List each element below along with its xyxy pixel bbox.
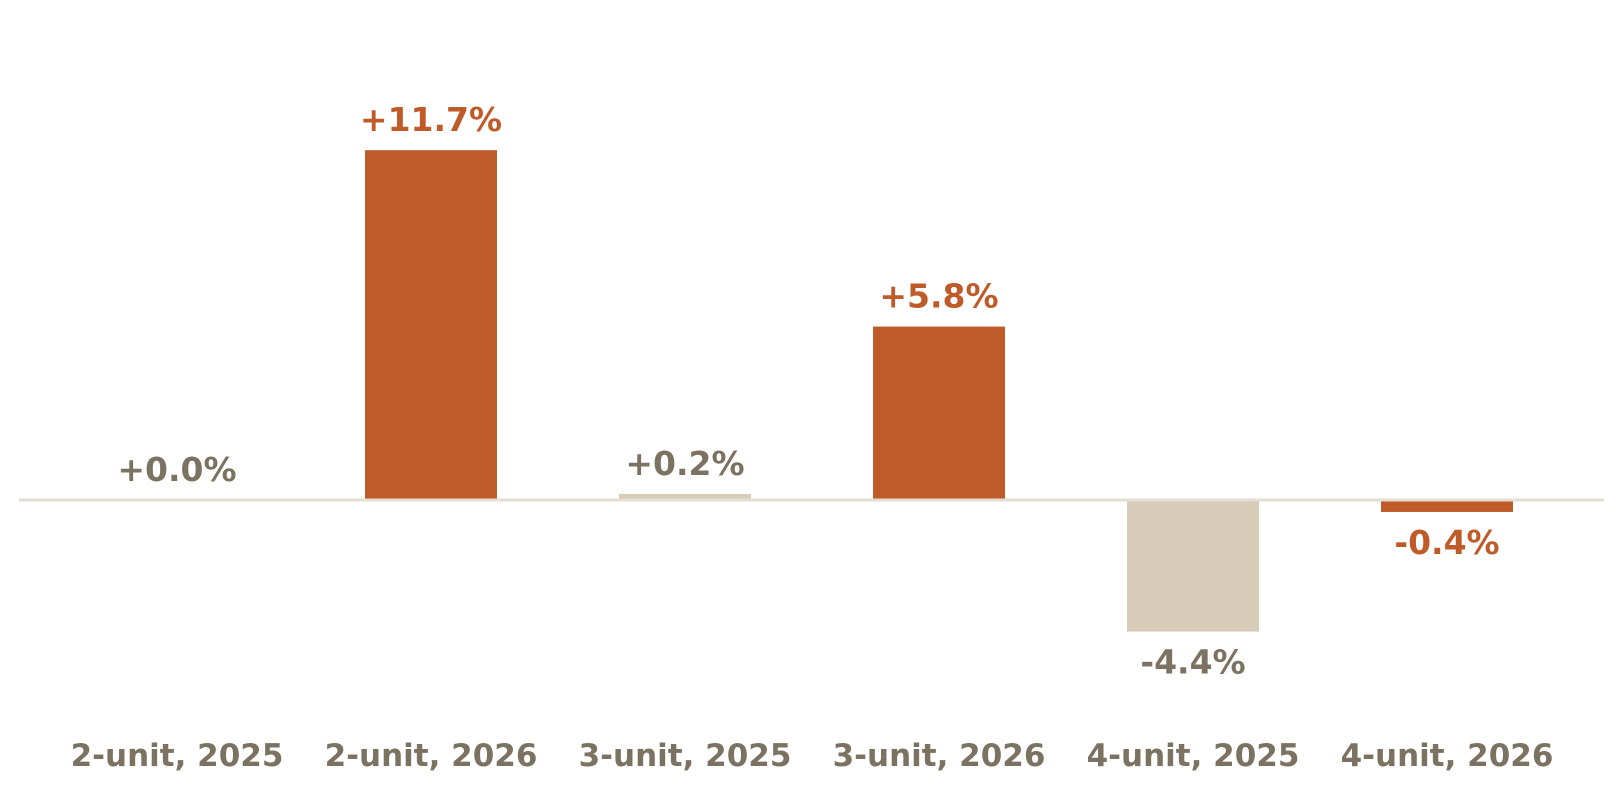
value-label-2: +11.7% [360, 100, 502, 139]
bar-2 [365, 150, 497, 501]
value-label-3: +0.2% [625, 444, 744, 483]
tick-label-3: 3-unit, 2025 [579, 738, 792, 774]
value-label-6: -0.4% [1394, 523, 1499, 562]
bar-6 [1381, 500, 1513, 512]
tick-label-1: 2-unit, 2025 [71, 738, 284, 774]
bar-5 [1127, 500, 1259, 632]
tick-label-5: 4-unit, 2025 [1087, 738, 1300, 774]
bars-group [365, 150, 1513, 632]
value-labels-group: +0.0% +11.7% +0.2% +5.8% -4.4% -0.4% [117, 100, 1499, 681]
tick-label-4: 3-unit, 2026 [833, 738, 1046, 774]
tick-label-6: 4-unit, 2026 [1341, 738, 1554, 774]
bar-3 [619, 494, 751, 500]
x-axis-tick-labels: 2-unit, 2025 2-unit, 2026 3-unit, 2025 3-un… [71, 738, 1554, 774]
value-label-5: -4.4% [1140, 643, 1245, 682]
bar-4 [873, 326, 1005, 500]
tick-label-2: 2-unit, 2026 [325, 738, 538, 774]
value-label-1: +0.0% [117, 450, 236, 489]
value-label-4: +5.8% [879, 277, 998, 316]
